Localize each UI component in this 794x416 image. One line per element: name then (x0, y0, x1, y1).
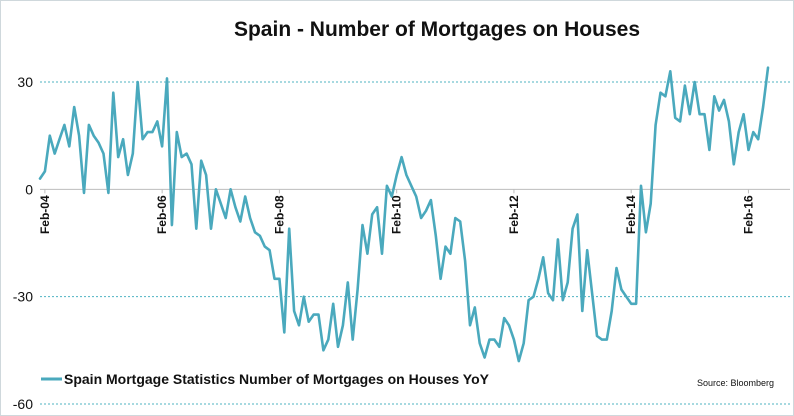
x-axis-ticks: Feb-04 Feb-06 Feb-08 Feb-10 Feb-12 Feb-14 Feb-… (38, 189, 755, 234)
y-tick-label: -60 (13, 396, 33, 412)
gridlines (40, 81, 790, 405)
y-tick-label: -30 (13, 289, 33, 305)
x-tick-label: Feb-10 (390, 195, 404, 234)
x-tick-label: Feb-08 (272, 195, 286, 234)
legend-label: Spain Mortgage Statistics Number of Mort… (64, 371, 490, 387)
x-tick-label: Feb-12 (507, 195, 521, 234)
series-line (38, 66, 770, 363)
y-axis-ticks: 30 0 -30 -60 (13, 74, 33, 412)
x-tick-label: Feb-04 (38, 195, 52, 234)
y-tick-label: 30 (17, 74, 33, 90)
y-tick-label: 0 (25, 181, 33, 197)
x-tick-label: Feb-16 (741, 195, 755, 234)
chart-title: Spain - Number of Mortgages on Houses (234, 18, 640, 41)
source-note: Source: Bloomberg (697, 378, 774, 388)
series-layer (38, 66, 770, 363)
x-tick-label: Feb-06 (155, 195, 169, 234)
legend: Spain Mortgage Statistics Number of Mort… (41, 371, 490, 387)
x-tick-label: Feb-14 (624, 195, 638, 234)
